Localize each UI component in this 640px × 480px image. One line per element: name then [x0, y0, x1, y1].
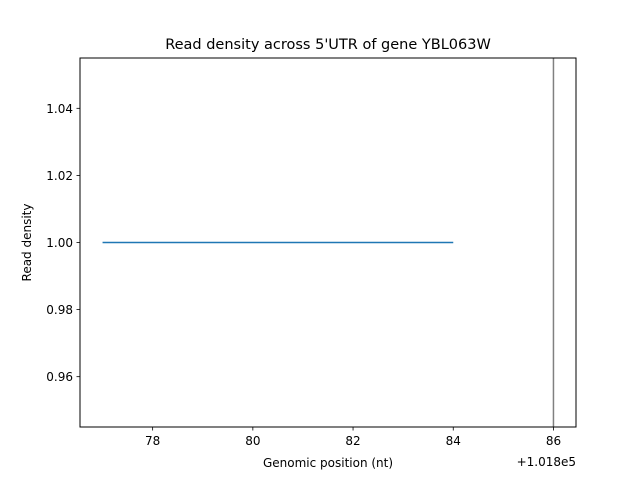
x-tick-label: 86	[546, 434, 561, 448]
y-tick-label: 1.00	[46, 236, 73, 250]
y-tick-label: 0.96	[46, 370, 73, 384]
x-tick-label: 82	[345, 434, 360, 448]
y-tick-label: 0.98	[46, 303, 73, 317]
x-axis-title: Genomic position (nt)	[263, 456, 393, 470]
y-axis-title: Read density	[20, 204, 34, 282]
y-tick-label: 1.04	[46, 102, 73, 116]
chart-title: Read density across 5'UTR of gene YBL063…	[165, 37, 491, 53]
x-axis: 78 80 82 84 86	[145, 427, 561, 448]
x-tick-label: 78	[145, 434, 160, 448]
x-axis-offset-label: +1.018e5	[517, 455, 576, 469]
y-axis: 0.96 0.98 1.00 1.02 1.04	[46, 102, 80, 384]
x-tick-label: 84	[446, 434, 461, 448]
x-tick-label: 80	[245, 434, 260, 448]
y-tick-label: 1.02	[46, 169, 73, 183]
